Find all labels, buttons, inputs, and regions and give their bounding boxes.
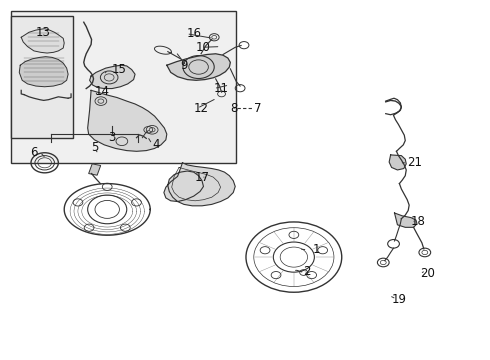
Text: 12: 12 [193, 102, 208, 115]
Text: 21: 21 [407, 156, 422, 169]
Text: 8: 8 [230, 102, 237, 115]
Text: 10: 10 [196, 41, 211, 54]
Text: 17: 17 [195, 171, 210, 184]
Polygon shape [167, 54, 230, 80]
Polygon shape [90, 65, 135, 89]
Bar [11, 11, 236, 163]
Text: 15: 15 [112, 63, 127, 76]
Text: 9: 9 [180, 59, 188, 72]
Polygon shape [389, 155, 406, 170]
Text: 20: 20 [420, 267, 435, 280]
Polygon shape [19, 57, 68, 87]
Text: 6: 6 [30, 145, 38, 158]
Polygon shape [88, 90, 167, 151]
Text: 14: 14 [95, 85, 109, 98]
Text: 13: 13 [35, 27, 50, 40]
Polygon shape [21, 29, 64, 53]
Text: 2: 2 [303, 265, 310, 278]
Text: 7: 7 [254, 102, 261, 115]
Bar [89, 164, 100, 175]
Text: 3: 3 [108, 131, 116, 144]
Text: 11: 11 [214, 82, 229, 95]
Text: 16: 16 [186, 27, 201, 40]
Polygon shape [164, 163, 235, 206]
Text: 1: 1 [313, 243, 320, 256]
Text: 18: 18 [411, 215, 426, 228]
Polygon shape [394, 213, 417, 227]
Bar [11, 16, 73, 138]
Text: 19: 19 [392, 293, 407, 306]
Text: 5: 5 [91, 141, 98, 154]
Text: 4: 4 [152, 138, 160, 150]
